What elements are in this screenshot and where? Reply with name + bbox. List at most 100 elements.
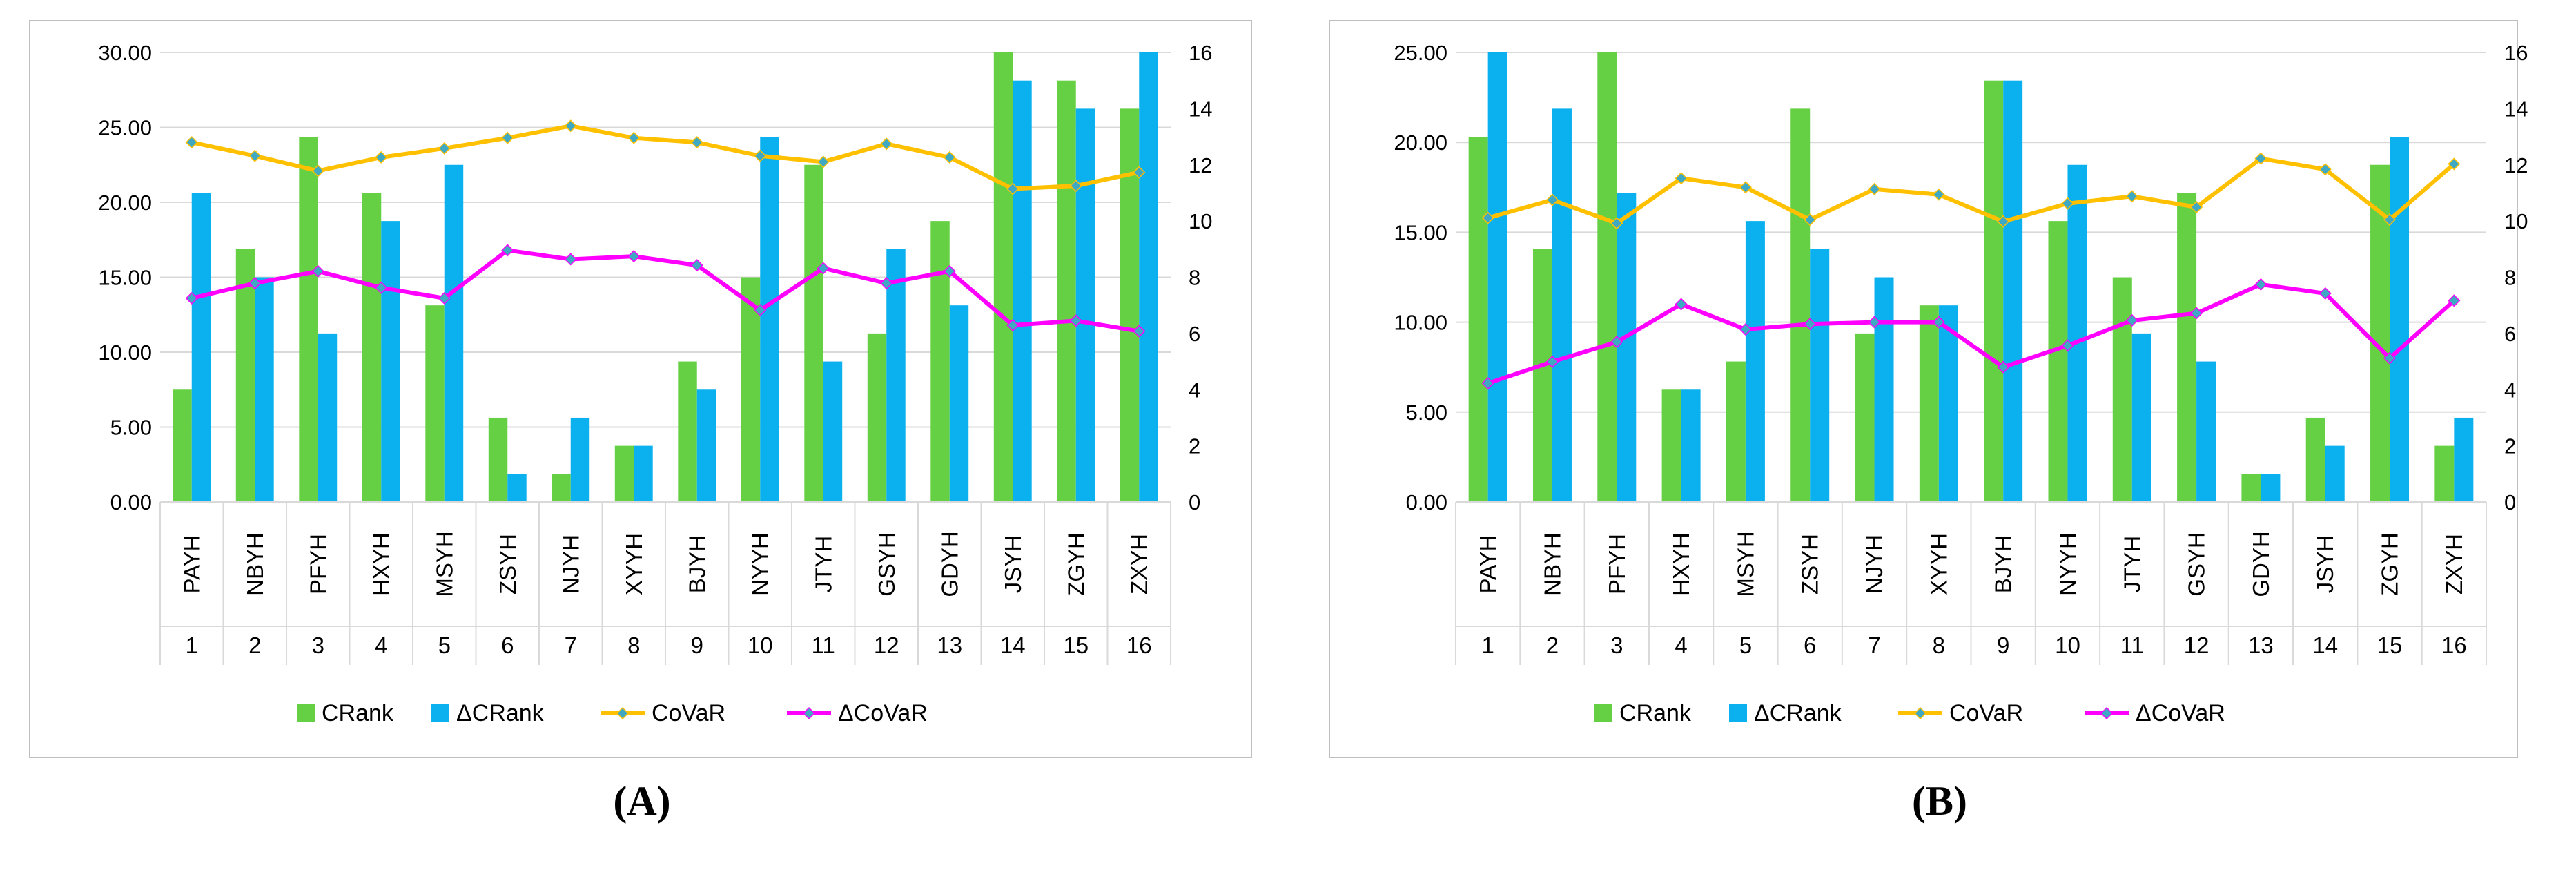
rank-label: 11 [2120,632,2144,658]
right-axis-tick-label: 2 [2504,434,2516,458]
crank-bar [1919,305,1939,502]
right-axis-tick-label: 4 [1189,378,1200,402]
right-axis-tick-label: 12 [2504,153,2528,177]
rank-label: 3 [312,632,324,658]
right-axis-tick-label: 4 [2504,378,2516,402]
dcovar-point [2254,278,2267,291]
legend-swatch [297,704,315,722]
covar-point [185,136,198,149]
dcovar-point [1997,360,2010,374]
left-axis-tick-label: 25.00 [98,116,152,140]
category-label: PAYH [1475,535,1501,594]
category-label: NJYH [1862,534,1887,594]
legend-item: ΔCRank [431,700,545,726]
dcrank-bar [2454,417,2474,502]
right-axis-tick-label: 0 [1189,490,1200,514]
category-label: JSYH [1000,535,1026,593]
legend-swatch [431,704,449,722]
legend-marker [1913,706,1927,720]
rank-label: 13 [2248,632,2274,658]
dcovar-point [185,291,198,304]
rank-label: 1 [186,632,198,658]
dcovar-point [2448,294,2461,307]
rank-label: 10 [2055,632,2080,658]
crank-bar [930,221,950,502]
rank-label: 8 [1933,632,1945,658]
dcrank-bar [1681,389,1701,502]
left-axis-tick-label: 20.00 [98,191,152,215]
category-label: PAYH [179,535,204,594]
covar-point [1739,181,1752,194]
legend-label: ΔCRank [456,700,545,726]
dcovar-point [754,304,767,317]
right-axis-tick-label: 0 [2504,490,2516,514]
legend-label: CRank [1619,700,1692,726]
dcovar-point [501,244,514,257]
chart-panel-a: 0.00 5.00 10.00 15.00 20.00 25.00 30.00 0 2 4 6 8 10… [29,20,1252,824]
dcovar-point [943,264,956,278]
panel-label: (B) [1912,778,1967,824]
left-axis-tick-label: 20.00 [1394,130,1447,155]
dcovar-point [1739,322,1752,336]
dcovar-point [1133,325,1146,338]
category-label: ZXYH [2441,534,2467,594]
covar-point [1481,211,1494,224]
covar-point [1868,182,1881,195]
category-label: ZSYH [495,534,520,594]
category-label: ZSYH [1797,534,1823,594]
crank-bar [1597,52,1617,502]
chart-panel-b: 0.005.0010.0015.0020.0025.00024681012141… [1329,20,2528,824]
crank-bar [741,277,761,502]
dcovar-point [564,253,577,266]
dcovar-point [2319,287,2332,300]
covar-point [311,164,324,177]
rank-label: 6 [1804,632,1816,658]
rank-label: 16 [2441,632,2467,658]
covar-point [2125,190,2138,203]
dcovar-point [880,277,893,290]
category-label: XYYH [621,533,647,595]
legend-swatch [1594,704,1612,722]
left-axis-tick-label: 10.00 [98,340,152,365]
crank-bar [867,333,887,502]
rank-label: 13 [937,632,962,658]
covar-point [375,151,388,164]
dcovar-point [627,250,641,263]
crank-bar [1661,389,1681,502]
crank-bar [1790,108,1811,502]
rank-label: 12 [2184,632,2209,658]
covar-point [754,149,767,162]
crank-bar [2048,221,2068,502]
dcovar-point [311,264,324,278]
covar-point [880,137,893,151]
crank-bar [1726,361,1746,502]
legend-marker [802,706,816,720]
legend-label: ΔCRank [1754,700,1842,726]
crank-bar [425,305,445,502]
covar-point [1133,166,1146,179]
category-label: JTYH [810,536,836,593]
rank-label: 14 [1000,632,1026,658]
legend-label: CoVaR [652,700,725,726]
left-axis-tick-label: 0.00 [110,490,152,514]
dcovar-point [2190,307,2203,320]
rank-label: 5 [438,632,451,658]
rank-label: 12 [874,632,899,658]
dcovar-point [2383,351,2397,365]
category-label: JTYH [2119,536,2145,593]
crank-bar [552,474,571,502]
left-axis-tick-label: 5.00 [110,416,152,440]
category-label: BJYH [684,535,710,593]
crank-bar [614,445,634,502]
category-label: GDYH [2248,531,2274,597]
legend-item: CoVaR [1898,700,2023,726]
dcovar-point [1545,355,1559,368]
dcrank-bar [949,305,969,502]
dcrank-bar [2261,474,2281,502]
covar-line [1487,156,2456,226]
covar-point [817,155,830,168]
crank-bar [2177,193,2197,502]
rank-label: 3 [1610,632,1623,658]
rank-label: 14 [2312,632,2338,658]
covar-point [943,151,956,164]
